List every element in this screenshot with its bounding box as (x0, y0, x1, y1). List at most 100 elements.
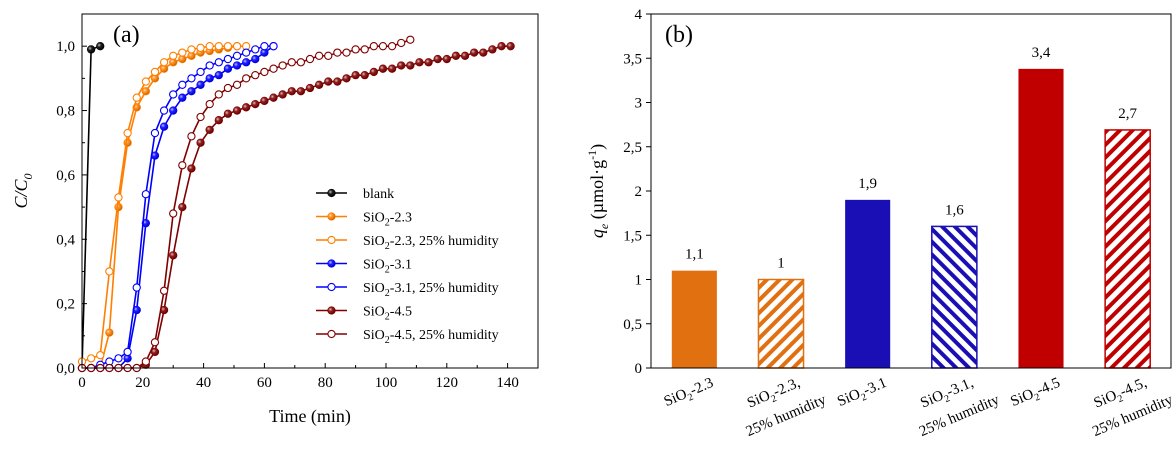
chart-b-x-tick-label: SiO2-3.1 (835, 375, 890, 413)
data-point (150, 67, 160, 77)
x-tick-label-text: -4.5 (1034, 375, 1062, 399)
legend-label-text: SiO (363, 258, 385, 273)
chart-a-y-tick-label: 0,8 (56, 104, 75, 120)
data-point (196, 112, 205, 122)
chart-b-y-tick-label: 4 (635, 7, 643, 23)
chart-b-panel-label: (b) (665, 22, 693, 48)
data-point-shade (206, 74, 214, 82)
legend-item-sio2-3-1-25-humidity: SiO2-3.1, 25% humidity (316, 281, 499, 299)
chart-a: 0 20 40 60 80 100 120 140 0,0 0,2 0,4 0,6 0,8 1,0 (a)… (11, 13, 539, 427)
data-point-shade (233, 61, 241, 70)
data-point-shade (133, 306, 141, 314)
data-point-shade (224, 65, 232, 73)
legend-label-text: SiO (363, 328, 385, 343)
data-point (397, 38, 406, 48)
data-point-shade (279, 90, 287, 99)
data-point (223, 42, 233, 51)
data-point-shade (260, 97, 268, 105)
legend-label-subscript: 2 (385, 241, 390, 252)
data-point (287, 58, 296, 67)
data-point (141, 77, 150, 86)
data-point (123, 347, 132, 357)
data-point (205, 61, 214, 70)
legend-label-text: -2.3, 25% humidity (390, 234, 499, 249)
x-tick-label-text: SiO (1008, 386, 1036, 410)
x-tick-label-subscript: 2 (860, 392, 869, 404)
bar (845, 199, 891, 368)
data-point (150, 338, 160, 347)
legend-item-blank: blank (316, 187, 394, 202)
data-point (342, 48, 351, 57)
data-point-shade (251, 100, 259, 108)
data-point (86, 354, 96, 363)
legend-label-text: -4.5 (390, 305, 412, 320)
legend-marker (327, 235, 336, 245)
data-point-shade (461, 52, 469, 60)
legend-marker (327, 282, 336, 292)
data-point (260, 42, 269, 51)
chart-a-x-tick-label: 20 (135, 375, 150, 391)
data-point (196, 67, 205, 77)
chart-a-y-tick-label: 0,0 (56, 361, 75, 377)
data-point-shade (169, 58, 177, 66)
legend-label: SiO2-2.3 (363, 211, 412, 229)
data-point (214, 42, 223, 51)
data-point-shade (142, 219, 150, 227)
data-point-shade (497, 42, 506, 50)
data-point-shade (443, 55, 451, 63)
chart-a-x-tick-label: 60 (257, 375, 272, 391)
data-point-shade (388, 65, 396, 73)
bar-value-label: 1,9 (858, 176, 877, 192)
data-point (187, 132, 196, 141)
data-point (132, 93, 141, 102)
legend-label-text: SiO (363, 305, 385, 320)
data-point-shade (424, 58, 433, 66)
data-point (159, 106, 169, 115)
bar-value-label: 1 (777, 256, 785, 272)
chart-b: 0 0,5 1 1,5 2 2,5 3 3,5 4 1,1 1 1,9 1,6 3,4 2,7 (b) q… (585, 7, 1175, 440)
legend-marker-shade (327, 259, 336, 268)
legend-label: SiO2-4.5, 25% humidity (363, 328, 499, 346)
chart-b-ticks: 0 0,5 1 1,5 2 2,5 3 3,5 4 (623, 7, 651, 377)
series-sio2-3-1 (77, 42, 278, 373)
data-point (333, 48, 342, 57)
data-point-shade (397, 61, 405, 70)
bar-group-1: 1,1 (671, 247, 717, 368)
data-point (360, 45, 369, 54)
data-point (232, 80, 242, 89)
x-tick-label-text: SiO (1092, 388, 1120, 412)
bar-group-3: 1,9 (845, 176, 891, 368)
data-point-shade (169, 106, 177, 115)
data-point (105, 267, 114, 276)
x-tick-label-text: SiO (745, 388, 773, 412)
bar-group-4: 1,6 (931, 202, 978, 369)
data-point-shade (434, 55, 442, 63)
data-point-shade (251, 55, 259, 63)
data-point-shade (233, 106, 241, 115)
data-point-shade (151, 74, 159, 82)
series-sio2-3-1-25-humidity (77, 42, 278, 373)
chart-a-x-tick-label: 0 (78, 375, 86, 391)
legend-label-text: SiO (363, 234, 385, 249)
bar-group-6: 2,7 (1104, 106, 1151, 369)
legend-marker-shade (327, 306, 336, 315)
data-point-shade (242, 58, 250, 66)
legend-label-text: -3.1, 25% humidity (390, 281, 499, 296)
x-tick-label-subscript: 2 (686, 392, 695, 404)
data-point (260, 67, 269, 77)
chart-a-x-axis-title: Time (min) (269, 406, 351, 427)
data-point-shade (324, 77, 332, 86)
legend-marker (327, 329, 336, 339)
legend-label-subscript: 2 (385, 265, 390, 276)
data-point (187, 74, 196, 83)
bar-group-5: 3,4 (1018, 45, 1064, 369)
data-point (187, 45, 196, 54)
chart-a-y-tick-label: 1,0 (56, 39, 75, 55)
data-point (96, 350, 105, 360)
data-point-shade (215, 71, 223, 79)
data-point-shade (260, 49, 268, 57)
data-point (269, 42, 278, 51)
x-tick-label-text: -3.1, (944, 375, 976, 400)
legend-label: SiO2-4.5 (363, 305, 412, 323)
